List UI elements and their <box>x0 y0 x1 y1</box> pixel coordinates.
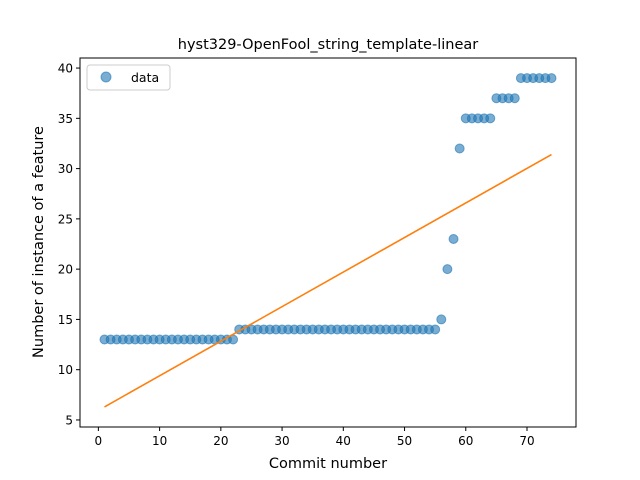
legend: data <box>86 64 171 91</box>
y-tick-label: 5 <box>65 413 73 427</box>
legend-label-data: data <box>131 70 159 85</box>
data-point <box>430 324 441 335</box>
x-tick-label: 30 <box>274 434 289 448</box>
data-point <box>546 73 557 84</box>
y-axis-label: Number of instance of a feature <box>31 126 47 358</box>
legend-box <box>86 64 171 91</box>
y-tick-label: 25 <box>58 212 73 226</box>
chart-title: hyst329-OpenFool_string_template-linear <box>178 37 479 53</box>
y-tick-label: 20 <box>58 263 73 277</box>
x-axis: 0 10 20 30 40 50 60 70 <box>95 427 535 448</box>
legend-marker-data <box>100 71 112 83</box>
data-point <box>436 314 447 325</box>
data-point <box>485 113 496 124</box>
y-tick-label: 40 <box>58 62 73 76</box>
y-tick-label: 15 <box>58 313 73 327</box>
x-tick-label: 40 <box>336 434 351 448</box>
y-tick-label: 10 <box>58 363 73 377</box>
data-point <box>509 93 520 104</box>
data-point <box>448 233 459 244</box>
x-tick-label: 70 <box>519 434 534 448</box>
x-tick-label: 10 <box>152 434 167 448</box>
plot-area <box>99 73 557 408</box>
x-tick-label: 60 <box>458 434 473 448</box>
x-axis-label: Commit number <box>269 456 387 472</box>
data-point <box>454 143 465 154</box>
trend-line <box>104 153 552 408</box>
y-axis: 5 10 15 20 25 30 35 40 <box>58 62 80 427</box>
y-tick-label: 30 <box>58 162 73 176</box>
axes-frame <box>79 57 577 428</box>
x-tick-label: 50 <box>397 434 412 448</box>
y-tick-label: 35 <box>58 112 73 126</box>
data-point <box>442 264 453 275</box>
x-tick-label: 0 <box>95 434 103 448</box>
x-tick-label: 20 <box>213 434 228 448</box>
